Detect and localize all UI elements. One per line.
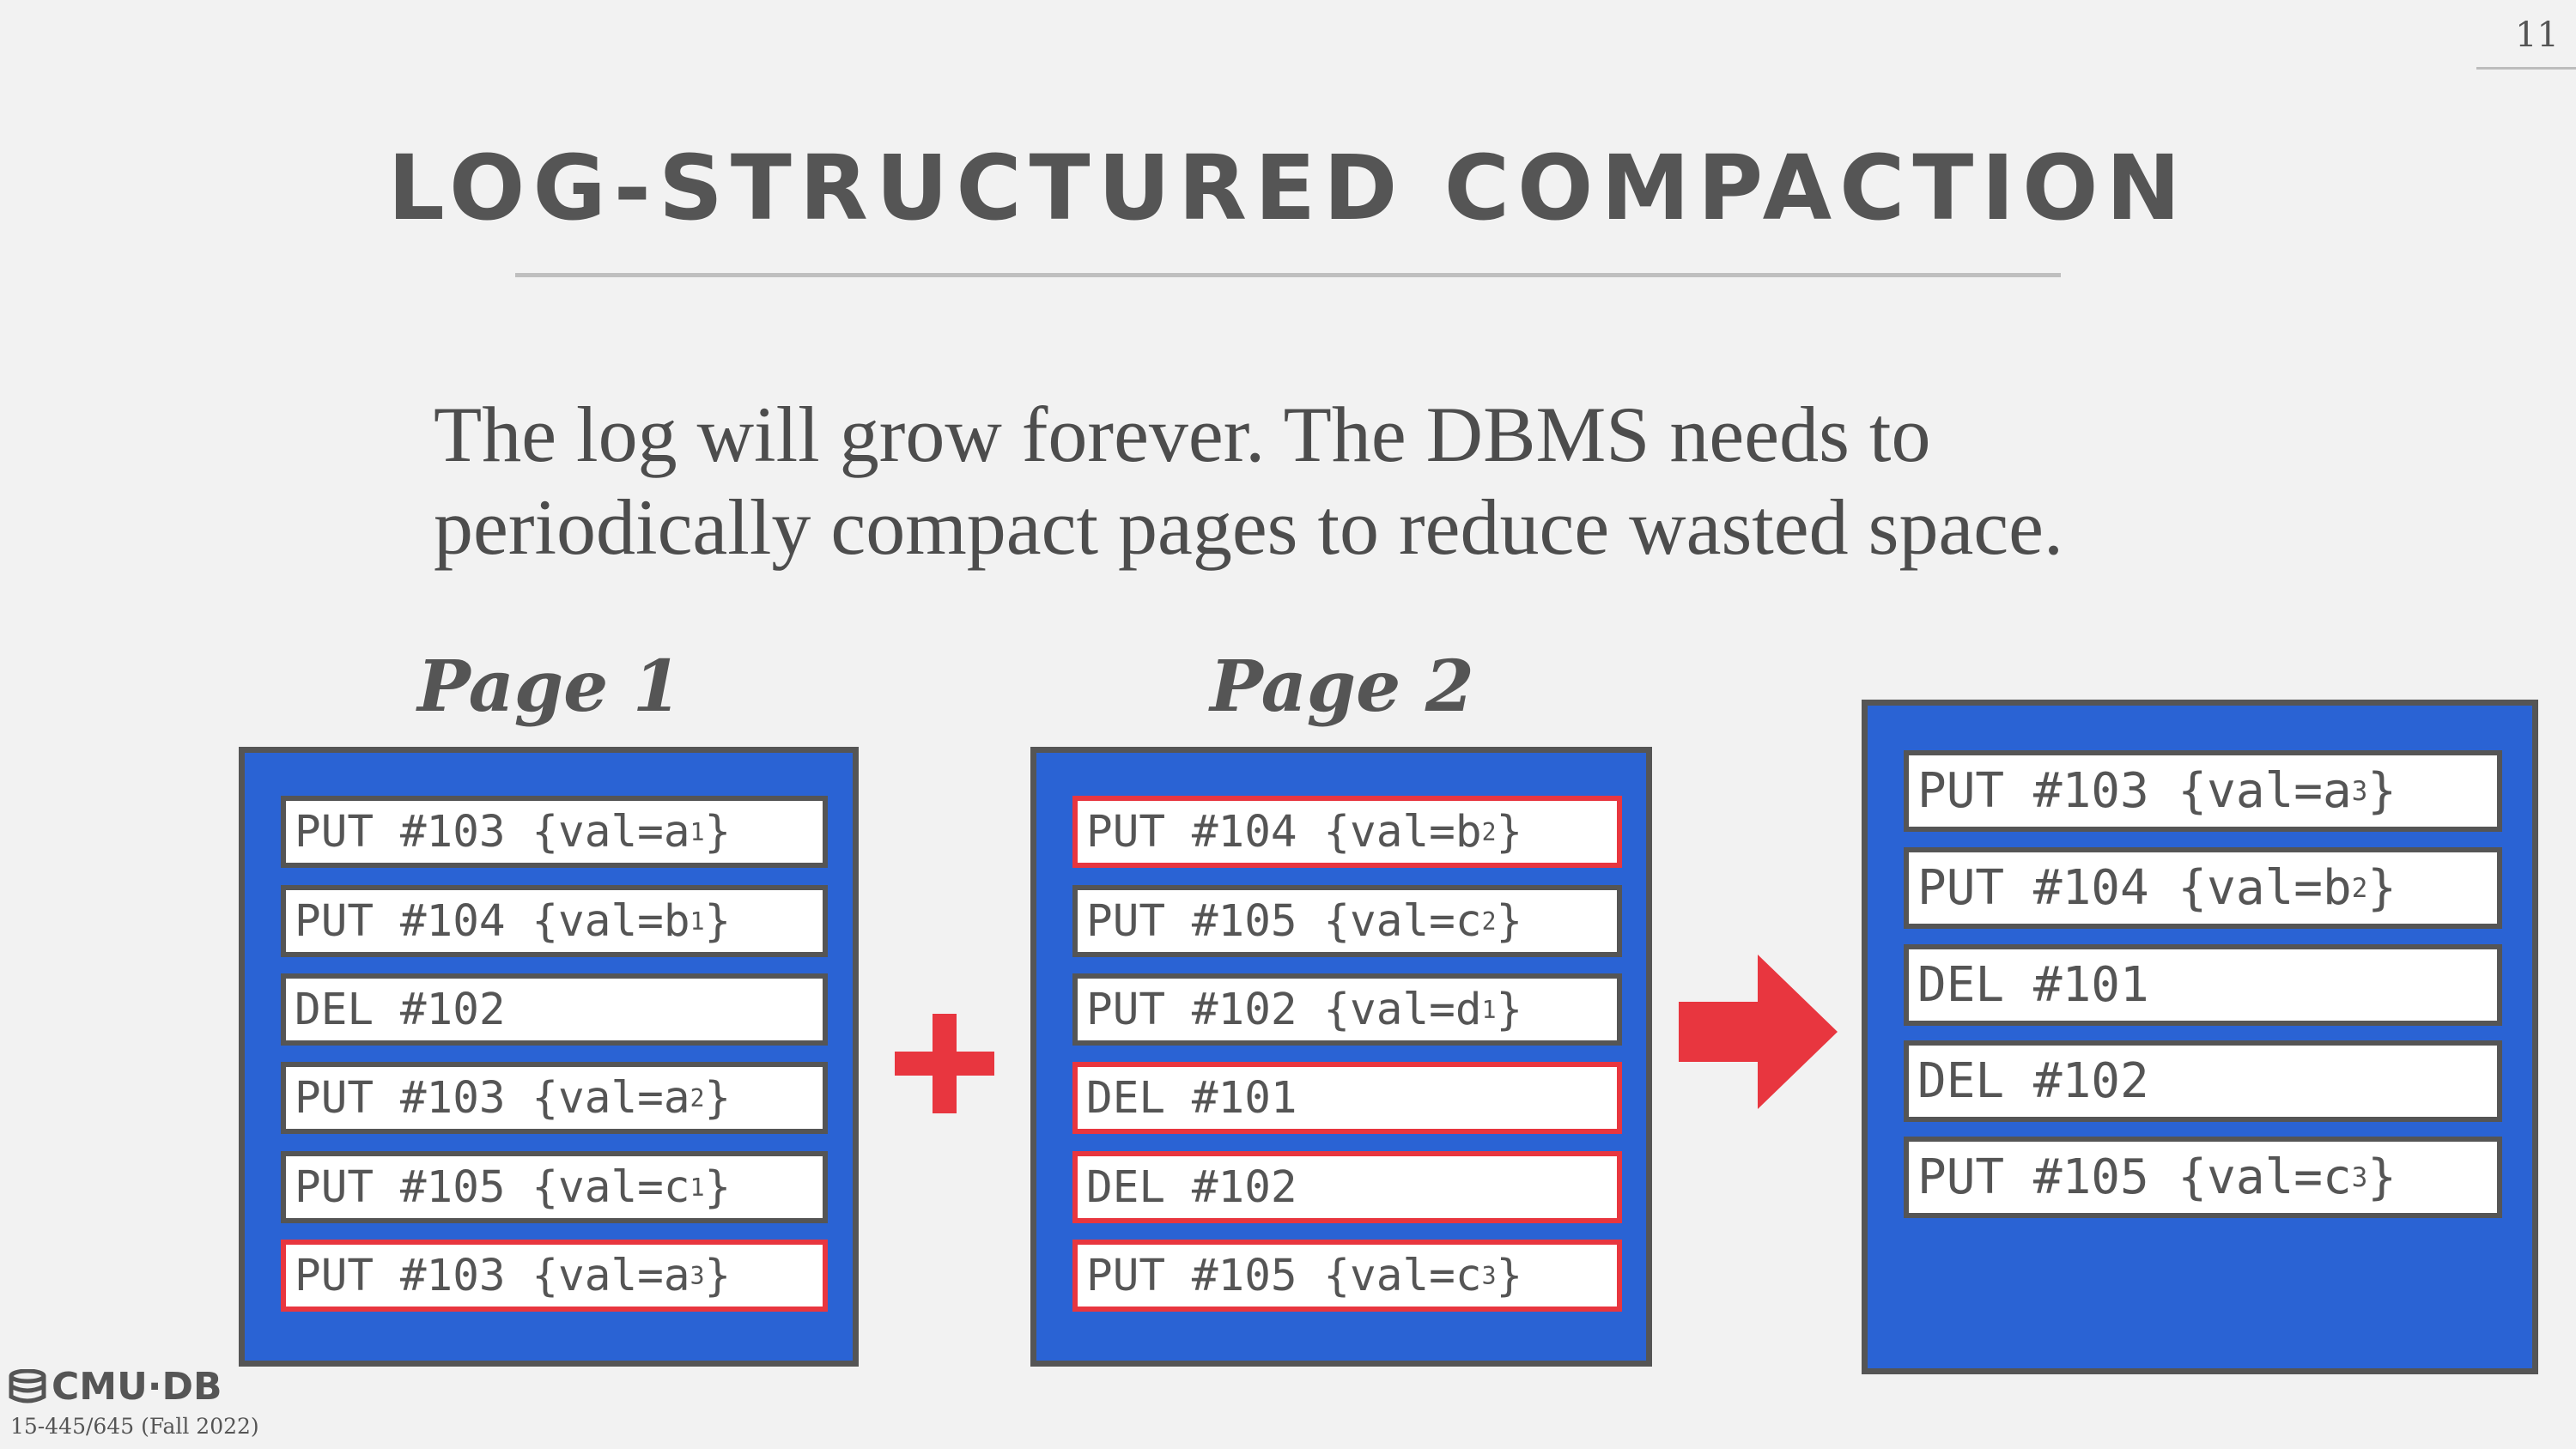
compacted-entry-2: PUT #104 {val=b 2} (1904, 847, 2502, 929)
page-1-entry-5: PUT #105 {val=c 1} (281, 1151, 828, 1223)
page-2-entry-1-highlighted: PUT #104 {val=b 2} (1072, 796, 1622, 868)
compacted-entry-1: PUT #103 {val=a 3} (1904, 750, 2502, 832)
logo-text: CMU·DB (52, 1365, 222, 1409)
page-2-entry-6-highlighted: PUT #105 {val=c 3} (1072, 1240, 1622, 1312)
plus-icon (895, 1014, 994, 1113)
cmu-db-logo: CMU·DB (9, 1365, 222, 1409)
page-2-box: PUT #104 {val=b 2} PUT #105 {val=c 2} PUT … (1030, 747, 1652, 1367)
slide-title: LOG-STRUCTURED COMPACTION (387, 136, 2189, 240)
compacted-entry-3: DEL #101 (1904, 944, 2502, 1026)
body-text: The log will grow forever. The DBMS need… (434, 388, 2409, 573)
database-logo-icon (9, 1368, 46, 1403)
page-2-label: Page 2 (1210, 646, 1474, 728)
page-2-entry-4-highlighted: DEL #101 (1072, 1062, 1622, 1134)
compacted-entry-4: DEL #102 (1904, 1040, 2502, 1122)
page-1-entry-2: PUT #104 {val=b 1} (281, 885, 828, 957)
course-label: 15-445/645 (Fall 2022) (10, 1414, 259, 1439)
title-underline (515, 273, 2061, 277)
page-2-entry-3: PUT #102 {val=d 1} (1072, 973, 1622, 1046)
page-1-entry-6-highlighted: PUT #103 {val=a 3} (281, 1240, 828, 1312)
body-line-1: The log will grow forever. The DBMS need… (434, 391, 1931, 478)
compacted-page-box: PUT #103 {val=a 3} PUT #104 {val=b 2} DEL … (1862, 700, 2538, 1374)
page-1-box: PUT #103 {val=a 1} PUT #104 {val=b 1} DEL … (239, 747, 859, 1367)
right-arrow-icon (1679, 955, 1838, 1109)
page-1-entry-3: DEL #102 (281, 973, 828, 1046)
page-1-entry-4: PUT #103 {val=a 2} (281, 1062, 828, 1134)
page-1-entry-1: PUT #103 {val=a 1} (281, 796, 828, 868)
compacted-entry-5: PUT #105 {val=c 3} (1904, 1137, 2502, 1218)
page-2-entry-5-highlighted: DEL #102 (1072, 1151, 1622, 1223)
slide-number-rule (2476, 67, 2576, 70)
slide-number: 11 (2515, 15, 2559, 55)
page-2-entry-2: PUT #105 {val=c 2} (1072, 885, 1622, 957)
plus-icon-horizontal (895, 1052, 994, 1076)
page-1-label: Page 1 (417, 646, 682, 728)
body-line-2: periodically compact pages to reduce was… (434, 483, 2063, 571)
